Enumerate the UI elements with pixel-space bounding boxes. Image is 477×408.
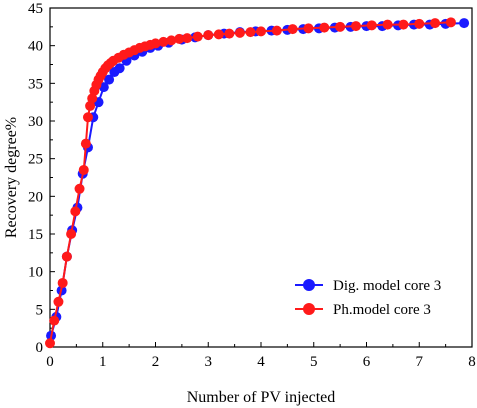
data-point [80, 138, 91, 149]
x-tick-label: 5 [310, 354, 318, 370]
data-point [70, 206, 81, 217]
data-point [319, 22, 330, 33]
legend-item-1: Dig. model core 3 [295, 278, 441, 294]
data-point [82, 112, 93, 123]
y-tick-label: 30 [28, 114, 43, 130]
x-tick-label: 1 [99, 354, 107, 370]
data-point [45, 338, 55, 349]
data-point [459, 18, 470, 29]
data-point [192, 31, 203, 42]
data-point [213, 29, 224, 40]
legend-marker [303, 279, 315, 291]
data-point [203, 30, 214, 41]
y-tick-label: 15 [28, 227, 43, 243]
x-tick-label: 3 [205, 354, 213, 370]
legend-label: Ph.model core 3 [333, 302, 431, 318]
y-tick-label: 40 [28, 39, 43, 55]
legend-label: Dig. model core 3 [333, 278, 441, 294]
data-point [271, 25, 282, 36]
data-point [166, 35, 177, 46]
data-point [104, 74, 115, 85]
data-point [87, 93, 98, 104]
x-tick-label: 8 [468, 354, 476, 370]
data-point [66, 229, 77, 239]
series-2 [45, 17, 456, 349]
series-layer [45, 17, 470, 349]
y-tick-label: 0 [36, 340, 44, 356]
data-point [445, 17, 456, 28]
data-point [85, 100, 96, 111]
legend-marker [303, 303, 315, 315]
data-point [303, 23, 314, 34]
data-point [57, 277, 68, 288]
legend-item-2: Ph.model core 3 [295, 302, 431, 318]
data-point [287, 24, 298, 35]
data-point [182, 33, 193, 44]
data-point [256, 26, 266, 37]
data-point [350, 21, 361, 32]
y-tick-label: 20 [28, 189, 43, 205]
data-point [366, 20, 377, 31]
legend: Dig. model core 3 Ph.model core 3 [295, 278, 441, 318]
data-point [224, 28, 235, 39]
data-point [335, 21, 346, 32]
data-point [398, 19, 409, 30]
data-point [78, 164, 89, 175]
data-point [414, 18, 425, 29]
data-point [234, 27, 245, 38]
y-tick-label: 10 [28, 265, 43, 281]
data-point [150, 38, 161, 49]
x-tick-label: 7 [416, 354, 424, 370]
x-tick-label: 0 [46, 354, 54, 370]
data-point [49, 315, 60, 326]
y-tick-label: 45 [28, 1, 43, 17]
x-axis-title: Number of PV injected [187, 389, 336, 406]
data-point [245, 27, 256, 38]
data-point [61, 251, 72, 262]
data-point [158, 36, 169, 47]
data-point [74, 183, 85, 194]
data-point [174, 33, 185, 44]
data-point [114, 63, 125, 74]
data-point [430, 18, 441, 29]
x-tick-label: 4 [257, 354, 265, 370]
x-tick-label: 6 [363, 354, 371, 370]
y-tick-label: 25 [28, 152, 43, 168]
x-tick-label: 2 [152, 354, 160, 370]
data-point [53, 296, 64, 307]
y-axis-title: Recovery degree% [3, 117, 20, 238]
y-tick-label: 35 [28, 76, 43, 92]
y-tick-label: 5 [36, 302, 44, 318]
data-point [382, 19, 393, 30]
